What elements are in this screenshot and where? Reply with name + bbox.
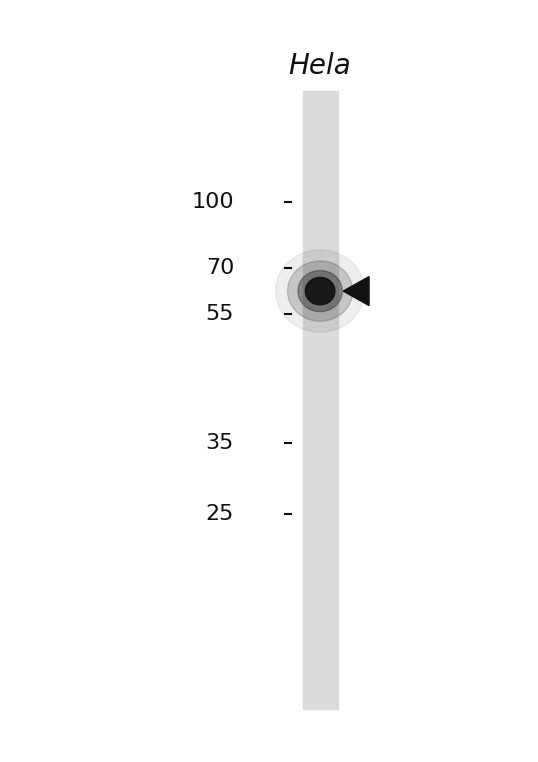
Text: 55: 55 <box>206 304 234 324</box>
Ellipse shape <box>288 261 353 322</box>
Text: 25: 25 <box>206 504 234 524</box>
Ellipse shape <box>306 277 335 305</box>
Ellipse shape <box>276 250 365 332</box>
Text: 35: 35 <box>206 434 234 453</box>
Text: 70: 70 <box>206 258 234 278</box>
Text: 100: 100 <box>192 192 234 212</box>
Text: Hela: Hela <box>289 52 351 80</box>
Ellipse shape <box>298 271 342 312</box>
Polygon shape <box>343 277 369 306</box>
Bar <box>302 91 338 709</box>
